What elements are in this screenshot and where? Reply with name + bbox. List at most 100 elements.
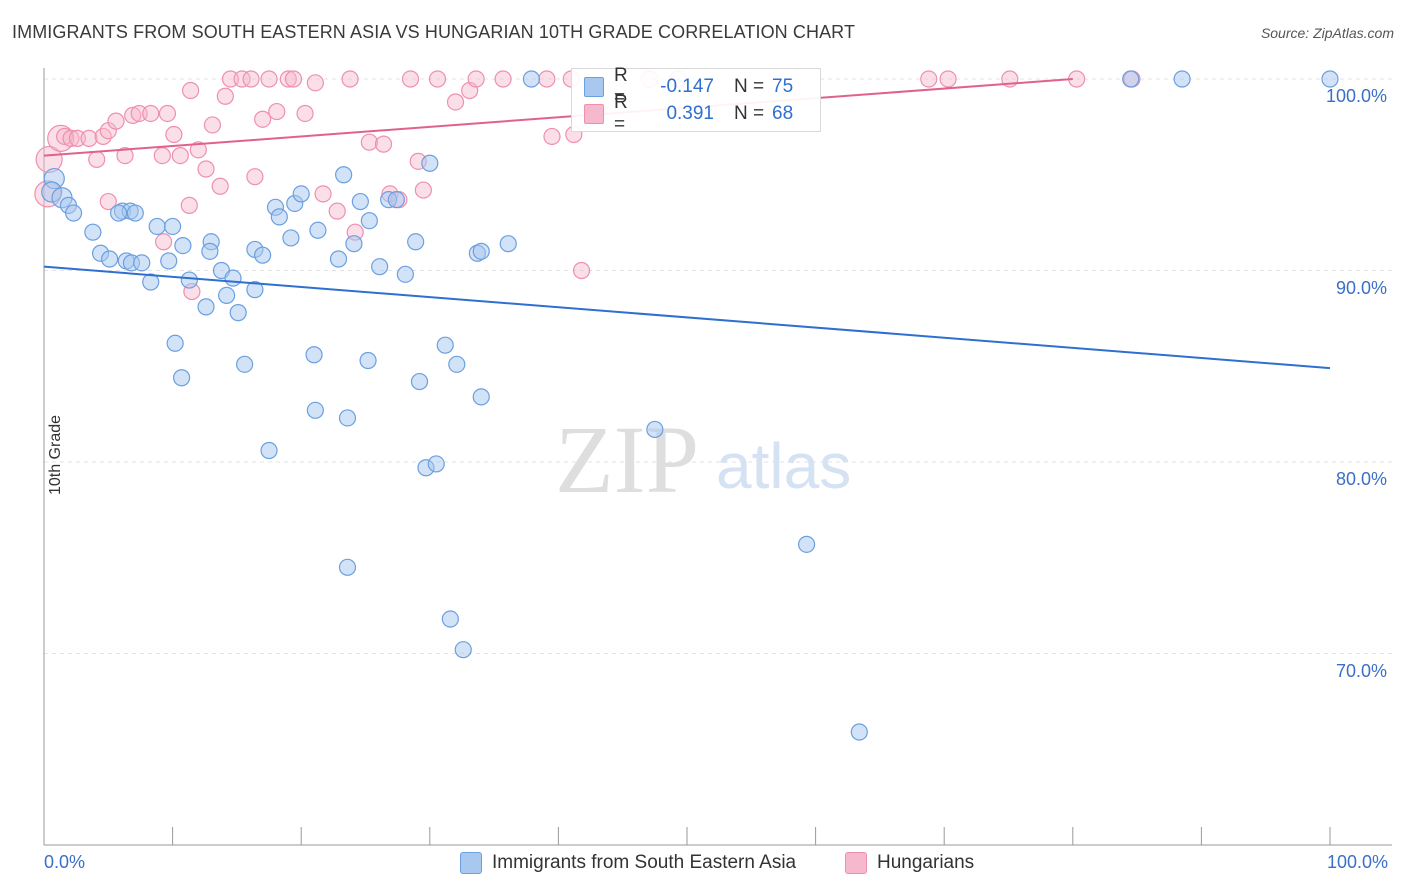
legend-item-hungarians[interactable]: Hungarians bbox=[845, 852, 974, 874]
point-hungarians bbox=[920, 70, 938, 88]
point-hungarians bbox=[254, 110, 272, 128]
point-immigrants bbox=[236, 355, 254, 373]
y-tick-label: 80.0% bbox=[1336, 469, 1388, 489]
point-hungarians bbox=[279, 70, 297, 88]
trend-line-hungarians bbox=[43, 78, 1073, 157]
point-immigrants bbox=[126, 204, 144, 222]
point-immigrants bbox=[246, 281, 264, 299]
point-hungarians bbox=[306, 74, 324, 92]
correlation-legend: R = -0.147 N = 75 R = 0.391 N = 68 bbox=[571, 65, 821, 135]
point-hungarians bbox=[538, 70, 556, 88]
trend-lines bbox=[43, 78, 1331, 370]
point-immigrants bbox=[427, 455, 445, 473]
point-immigrants bbox=[472, 242, 490, 260]
source-label: Source: ZipAtlas.com bbox=[1260, 25, 1394, 41]
point-hungarians bbox=[360, 133, 378, 151]
point-immigrants bbox=[201, 242, 219, 260]
legend-n-label: N = bbox=[734, 76, 765, 97]
point-hungarians bbox=[543, 127, 561, 146]
legend-swatch-blue bbox=[460, 852, 482, 874]
legend-label-hungarians: Hungarians bbox=[877, 852, 975, 873]
point-immigrants bbox=[174, 237, 192, 255]
point-immigrants bbox=[441, 610, 459, 628]
legend-swatch-pink bbox=[584, 104, 604, 124]
point-immigrants bbox=[396, 265, 414, 283]
point-immigrants bbox=[351, 192, 369, 211]
point-immigrants bbox=[270, 208, 288, 226]
point-immigrants bbox=[797, 535, 816, 553]
point-immigrants bbox=[109, 204, 128, 222]
point-immigrants bbox=[260, 441, 278, 460]
point-immigrants bbox=[306, 401, 324, 419]
point-hungarians bbox=[55, 127, 74, 146]
watermark-atlas: atlas bbox=[716, 430, 851, 502]
point-immigrants bbox=[359, 351, 377, 370]
point-hungarians bbox=[296, 104, 314, 123]
point-hungarians bbox=[142, 104, 160, 123]
point-immigrants bbox=[292, 185, 310, 203]
point-immigrants bbox=[407, 233, 425, 251]
point-hungarians bbox=[99, 192, 117, 211]
watermark-zip: ZIP bbox=[555, 406, 699, 513]
point-immigrants bbox=[436, 336, 454, 354]
point-immigrants bbox=[224, 269, 242, 287]
point-immigrants bbox=[282, 229, 300, 247]
point-hungarians bbox=[494, 70, 512, 88]
y-tick-label: 100.0% bbox=[1326, 86, 1388, 106]
point-immigrants bbox=[522, 70, 540, 88]
point-hungarians bbox=[216, 87, 234, 105]
legend-r-value: 0.391 bbox=[666, 103, 714, 124]
point-hungarians bbox=[158, 104, 177, 123]
point-immigrants bbox=[1321, 70, 1339, 88]
point-hungarians bbox=[939, 70, 957, 88]
point-immigrants bbox=[850, 723, 868, 741]
point-immigrants bbox=[309, 221, 327, 239]
point-immigrants bbox=[160, 252, 178, 270]
point-hungarians bbox=[171, 147, 189, 165]
point-hungarians bbox=[233, 70, 251, 88]
point-immigrants bbox=[329, 250, 348, 268]
legend-n-label: N = bbox=[734, 103, 765, 124]
point-immigrants bbox=[448, 355, 466, 373]
point-hungarians bbox=[328, 202, 346, 220]
point-hungarians bbox=[203, 116, 222, 134]
point-immigrants bbox=[180, 271, 198, 289]
point-hungarians bbox=[428, 70, 447, 88]
point-immigrants bbox=[338, 558, 357, 576]
point-immigrants bbox=[646, 420, 664, 439]
series-immigrants-se-asia bbox=[41, 70, 1339, 741]
point-hungarians bbox=[165, 125, 183, 144]
x-tick-label-min: 0.0% bbox=[44, 852, 86, 872]
series-legend: Immigrants from South Eastern Asia Hunga… bbox=[0, 852, 1406, 878]
point-hungarians bbox=[197, 160, 215, 178]
point-hungarians bbox=[189, 141, 207, 159]
point-immigrants bbox=[166, 334, 184, 352]
point-hungarians bbox=[154, 233, 173, 251]
point-immigrants bbox=[173, 369, 191, 387]
trend-line-immigrants bbox=[43, 265, 1331, 370]
point-immigrants bbox=[499, 235, 517, 253]
point-immigrants bbox=[335, 166, 353, 184]
point-hungarians bbox=[246, 168, 264, 186]
legend-item-immigrants[interactable]: Immigrants from South Eastern Asia bbox=[460, 852, 796, 874]
legend-swatch-blue bbox=[584, 77, 604, 97]
legend-swatch-pink bbox=[845, 852, 867, 874]
legend-n-value: 75 bbox=[772, 76, 794, 97]
point-immigrants bbox=[142, 273, 160, 291]
point-hungarians bbox=[401, 70, 420, 88]
legend-n-value: 68 bbox=[772, 103, 794, 124]
chart-title: IMMIGRANTS FROM SOUTH EASTERN ASIA VS HU… bbox=[12, 22, 856, 42]
point-hungarians bbox=[211, 177, 229, 195]
x-tick-label-max: 100.0% bbox=[1327, 852, 1389, 872]
point-immigrants bbox=[84, 223, 102, 241]
watermark: ZIP atlas bbox=[555, 406, 851, 513]
point-hungarians bbox=[374, 135, 393, 153]
point-hungarians bbox=[124, 106, 142, 124]
legend-row-pink: R = 0.391 N = 68 bbox=[584, 92, 794, 135]
legend-label-immigrants: Immigrants from South Eastern Asia bbox=[492, 852, 797, 873]
y-axis-label: 10th Grade bbox=[47, 414, 65, 496]
point-hungarians bbox=[467, 70, 485, 88]
legend-r-label: R = bbox=[614, 92, 628, 135]
point-immigrants bbox=[1173, 70, 1191, 88]
point-immigrants bbox=[164, 217, 182, 236]
